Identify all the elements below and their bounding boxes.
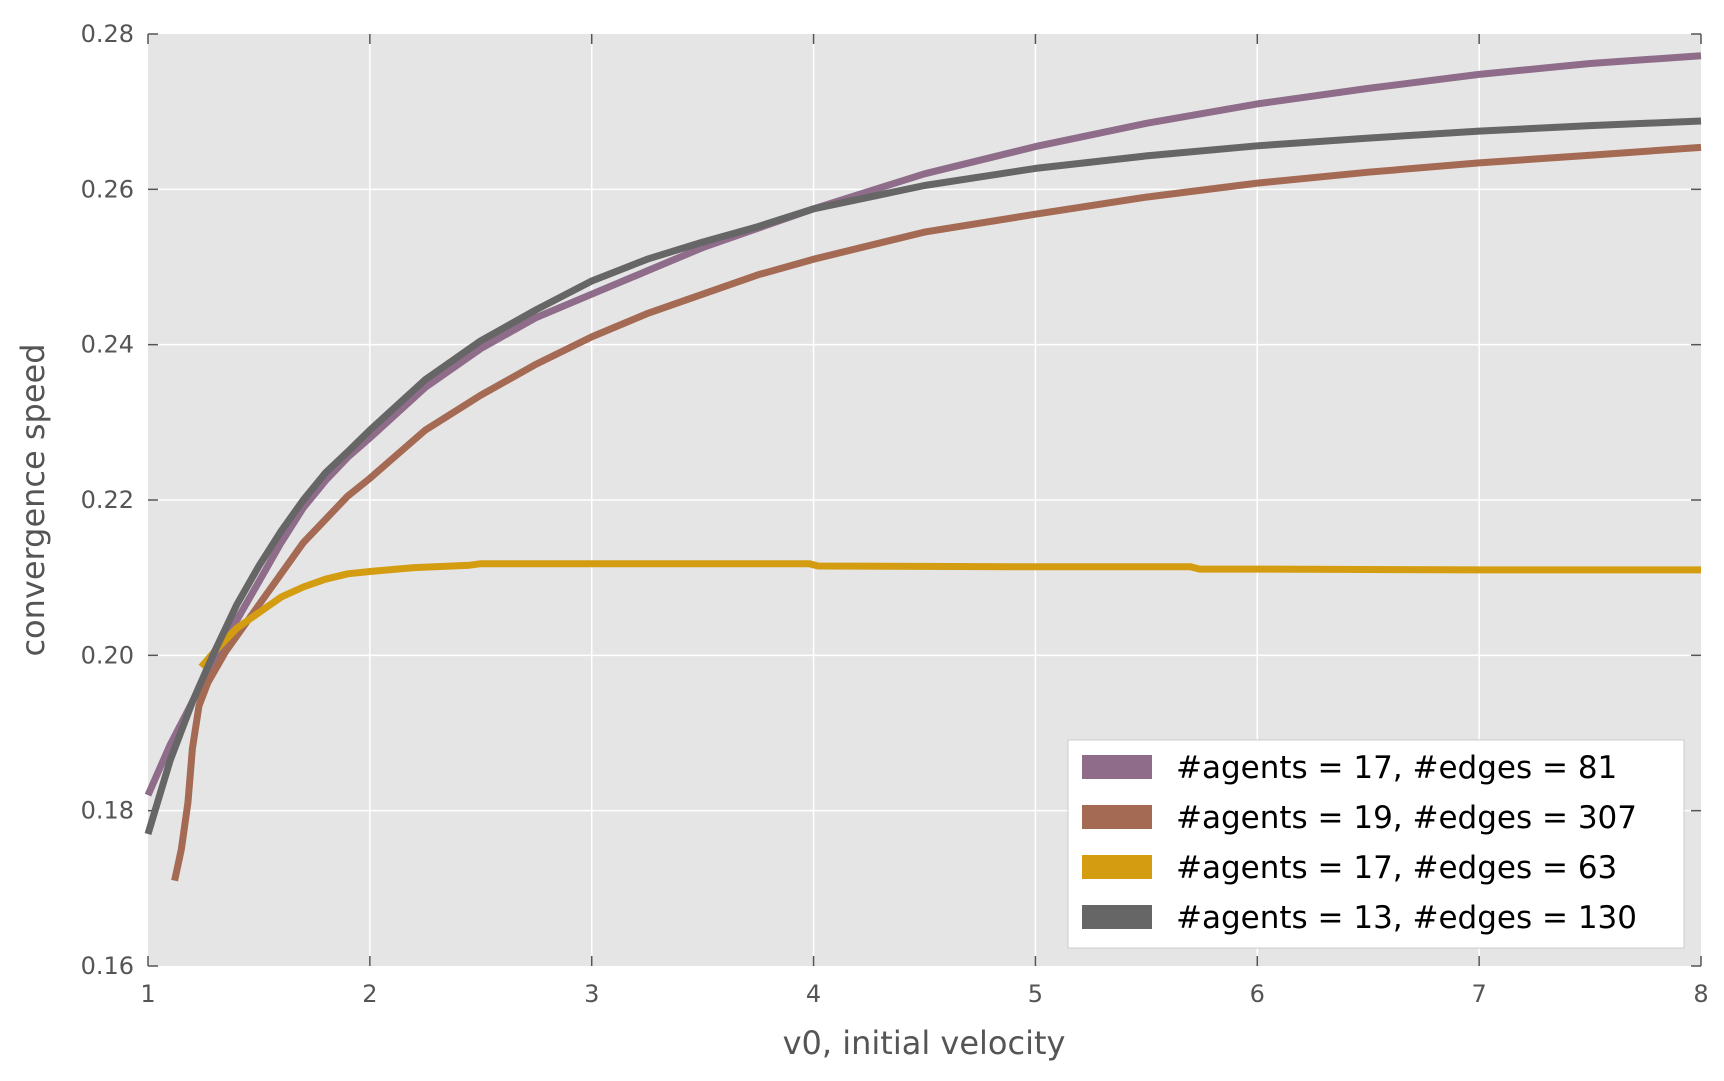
x-tick-labels: 1 2 3 4 5 6 7 8 xyxy=(140,980,1708,1008)
x-tick-label: 7 xyxy=(1472,980,1487,1008)
y-tick-label: 0.24 xyxy=(81,331,134,359)
y-tick-label: 0.20 xyxy=(81,641,134,669)
y-tick-label: 0.26 xyxy=(81,175,134,203)
x-tick-label: 5 xyxy=(1028,980,1043,1008)
legend-entry: #agents = 19, #edges = 307 xyxy=(1176,800,1637,836)
x-tick-label: 8 xyxy=(1693,980,1708,1008)
legend-swatch xyxy=(1082,805,1152,829)
legend-entry: #agents = 17, #edges = 63 xyxy=(1176,850,1617,886)
x-tick-label: 4 xyxy=(806,980,821,1008)
y-tick-label: 0.22 xyxy=(81,486,134,514)
series-line-1 xyxy=(144,52,1702,797)
series-line-3 xyxy=(198,560,1701,670)
series-line-2 xyxy=(171,143,1702,882)
x-tick-label: 1 xyxy=(140,980,155,1008)
y-tick-labels: 0.16 0.18 0.20 0.22 0.24 0.26 0.28 xyxy=(81,20,134,980)
series-line-4 xyxy=(144,117,1702,836)
y-tick-label: 0.28 xyxy=(81,20,134,48)
y-tick-label: 0.18 xyxy=(81,797,134,825)
x-tick-label: 3 xyxy=(584,980,599,1008)
y-tick-label: 0.16 xyxy=(81,952,134,980)
legend-swatch xyxy=(1082,905,1152,929)
legend: #agents = 17, #edges = 81 #agents = 19, #… xyxy=(1067,739,1685,949)
x-axis-label: v0, initial velocity xyxy=(783,1024,1066,1062)
legend-entry: #agents = 17, #edges = 81 xyxy=(1176,750,1617,786)
series-layer xyxy=(144,52,1702,882)
y-axis-label: convergence speed xyxy=(14,343,52,656)
legend-entry: #agents = 13, #edges = 130 xyxy=(1176,900,1637,936)
legend-swatch xyxy=(1082,755,1152,779)
legend-box xyxy=(1067,739,1685,949)
x-tick-label: 2 xyxy=(362,980,377,1008)
legend-swatch xyxy=(1082,855,1152,879)
axis-ticks xyxy=(147,33,1702,967)
x-tick-label: 6 xyxy=(1250,980,1265,1008)
